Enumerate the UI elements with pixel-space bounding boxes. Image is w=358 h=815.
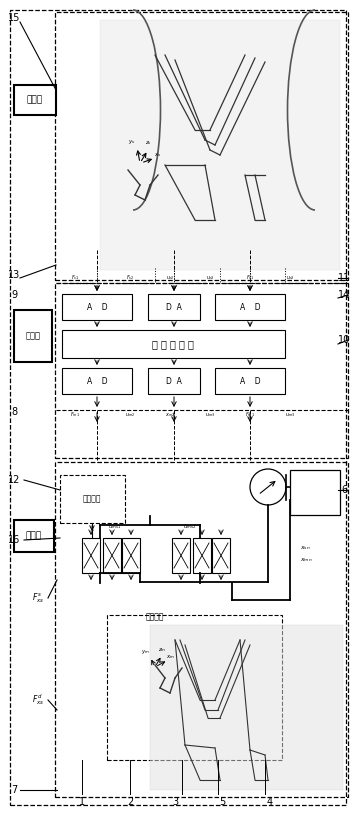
Text: $y_m$: $y_m$ xyxy=(141,648,149,656)
Bar xyxy=(148,294,200,320)
Text: 运 动 控 制 器: 运 动 控 制 器 xyxy=(152,339,194,349)
Text: $u_{s3}$: $u_{s3}$ xyxy=(205,274,214,282)
Text: 放大电路: 放大电路 xyxy=(83,495,101,504)
Text: 15: 15 xyxy=(8,13,20,23)
Bar xyxy=(215,368,285,394)
Text: $F_{s1}$: $F_{s1}$ xyxy=(71,274,79,283)
Bar xyxy=(150,625,343,790)
Text: A    D: A D xyxy=(240,377,260,385)
Text: 3: 3 xyxy=(172,797,178,807)
Text: $F_{xs}^{s}$: $F_{xs}^{s}$ xyxy=(32,591,44,605)
Text: 9: 9 xyxy=(11,290,17,300)
Text: $x_{mn}$: $x_{mn}$ xyxy=(300,556,313,564)
Text: 1: 1 xyxy=(79,797,85,807)
Bar xyxy=(14,520,54,552)
Text: $u_{m3}$: $u_{m3}$ xyxy=(205,411,215,419)
Text: $x_s$: $x_s$ xyxy=(154,151,162,159)
Bar xyxy=(55,12,348,280)
Text: $y_s$: $y_s$ xyxy=(128,138,136,146)
Text: 12: 12 xyxy=(8,475,20,485)
Bar xyxy=(14,310,52,362)
Bar xyxy=(122,538,140,573)
Bar xyxy=(100,20,340,270)
Text: $u_{ms1}$: $u_{ms1}$ xyxy=(108,523,122,531)
Text: D  A: D A xyxy=(166,377,182,385)
Bar xyxy=(62,330,285,358)
Text: $F_{m1}$: $F_{m1}$ xyxy=(245,411,255,420)
Bar xyxy=(82,538,100,573)
Bar xyxy=(148,368,200,394)
Text: 11: 11 xyxy=(338,273,350,283)
Text: 8: 8 xyxy=(11,407,17,417)
Bar xyxy=(215,294,285,320)
Text: 13: 13 xyxy=(8,270,20,280)
Text: 7: 7 xyxy=(11,785,17,795)
Text: $F_{s1}$: $F_{s1}$ xyxy=(246,274,254,283)
Text: $z_s$: $z_s$ xyxy=(145,139,151,147)
Text: 控制器: 控制器 xyxy=(25,332,40,341)
Bar xyxy=(55,283,348,458)
Text: 16: 16 xyxy=(8,535,20,545)
Text: 主动侧: 主动侧 xyxy=(26,531,42,540)
Text: $u_{s3}$: $u_{s3}$ xyxy=(286,274,294,282)
Text: $u_{s2}$: $u_{s2}$ xyxy=(166,274,174,282)
Bar xyxy=(193,538,211,573)
Bar xyxy=(290,470,340,515)
Text: 伺服控制: 伺服控制 xyxy=(146,613,164,622)
Bar xyxy=(60,475,125,523)
Text: 6: 6 xyxy=(341,485,347,495)
Text: D  A: D A xyxy=(166,302,182,311)
Text: 从动侧: 从动侧 xyxy=(27,95,43,104)
Text: A    D: A D xyxy=(87,377,107,385)
Text: $u_{m3}$: $u_{m3}$ xyxy=(285,411,295,419)
Text: 10: 10 xyxy=(338,335,350,345)
Text: 5: 5 xyxy=(219,797,225,807)
Text: $u_{ms2}$: $u_{ms2}$ xyxy=(183,523,197,531)
Bar xyxy=(62,294,132,320)
Bar xyxy=(172,538,190,573)
Text: $x_m$: $x_m$ xyxy=(165,653,174,661)
Text: $x_{m2}$: $x_{m2}$ xyxy=(165,411,175,419)
Text: $F_{xs}^{d}$: $F_{xs}^{d}$ xyxy=(32,693,44,707)
Bar xyxy=(107,615,282,760)
Text: A    D: A D xyxy=(87,302,107,311)
Text: 14: 14 xyxy=(338,290,350,300)
Circle shape xyxy=(250,469,286,505)
Text: $F_{m1}$: $F_{m1}$ xyxy=(70,411,80,420)
Bar xyxy=(103,538,121,573)
Text: $u_{m2}$: $u_{m2}$ xyxy=(125,411,135,419)
Bar xyxy=(212,538,230,573)
Text: $F_{s2}$: $F_{s2}$ xyxy=(126,274,134,283)
Bar xyxy=(62,368,132,394)
Text: $x_{sn}$: $x_{sn}$ xyxy=(300,544,311,552)
Bar xyxy=(14,85,56,115)
Text: 2: 2 xyxy=(127,797,133,807)
Bar xyxy=(55,462,348,797)
Text: A    D: A D xyxy=(240,302,260,311)
Text: 4: 4 xyxy=(267,797,273,807)
Text: $z_m$: $z_m$ xyxy=(158,646,166,654)
